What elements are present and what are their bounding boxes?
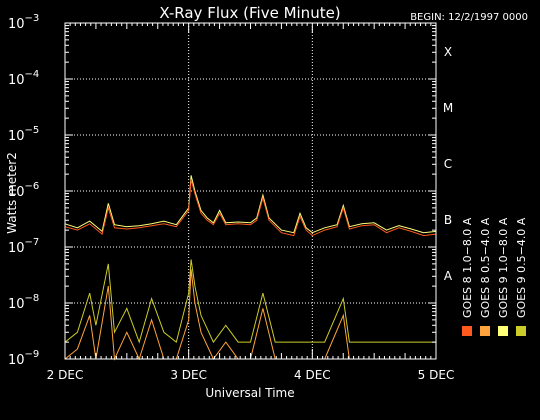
legend-swatch bbox=[516, 326, 526, 336]
legend-swatch bbox=[498, 326, 508, 336]
grid-lines bbox=[65, 23, 436, 359]
y-tick-label: 10−4 bbox=[8, 69, 39, 88]
legend-label: GOES 9 1.0−8.0 A bbox=[497, 217, 510, 318]
x-tick-label: 2 DEC bbox=[47, 368, 84, 382]
x-tick-label: 4 DEC bbox=[294, 368, 331, 382]
legend-label: GOES 8 1.0−8.0 A bbox=[461, 217, 474, 318]
flare-class-labels: A B C M X bbox=[443, 45, 453, 283]
y-axis-label: Watts meter2 bbox=[5, 152, 19, 234]
y-tick-label: 10−5 bbox=[8, 125, 39, 144]
x-tick-label: 5 DEC bbox=[418, 368, 455, 382]
y-tick-label: 10−9 bbox=[8, 349, 39, 368]
flare-class-label: C bbox=[444, 157, 452, 171]
x-tick-label: 3 DEC bbox=[170, 368, 207, 382]
legend-swatch bbox=[462, 326, 472, 336]
series-line-1 bbox=[64, 269, 436, 361]
legend: GOES 8 1.0−8.0 A GOES 8 0.5−4.0 A GOES 9 1… bbox=[461, 217, 528, 336]
legend-label: GOES 9 0.5−4.0 A bbox=[515, 217, 528, 318]
series-line-3 bbox=[64, 259, 436, 344]
flare-class-label: B bbox=[444, 213, 452, 227]
legend-label: GOES 8 0.5−4.0 A bbox=[479, 217, 492, 318]
y-tick-label: 10−6 bbox=[8, 181, 39, 200]
flare-class-label: M bbox=[443, 101, 453, 115]
plot-series bbox=[64, 175, 437, 361]
y-tick-label: 10−3 bbox=[8, 13, 39, 32]
flare-class-label: X bbox=[444, 45, 452, 59]
legend-swatch bbox=[480, 326, 490, 336]
chart-title: X-Ray Flux (Five Minute) bbox=[159, 4, 340, 22]
series-line-0 bbox=[64, 179, 437, 237]
axes: 10−9 10−8 10−7 10−6 10−5 10−4 10−3 2 DEC 3 DEC 4 … bbox=[8, 13, 454, 382]
series-line-2 bbox=[64, 175, 437, 234]
x-axis-label: Universal Time bbox=[205, 386, 294, 400]
begin-label: BEGIN: 12/2/1997 0000 bbox=[410, 12, 528, 23]
flare-class-label: A bbox=[444, 269, 453, 283]
y-tick-label: 10−8 bbox=[8, 293, 39, 312]
y-tick-label: 10−7 bbox=[8, 237, 39, 256]
